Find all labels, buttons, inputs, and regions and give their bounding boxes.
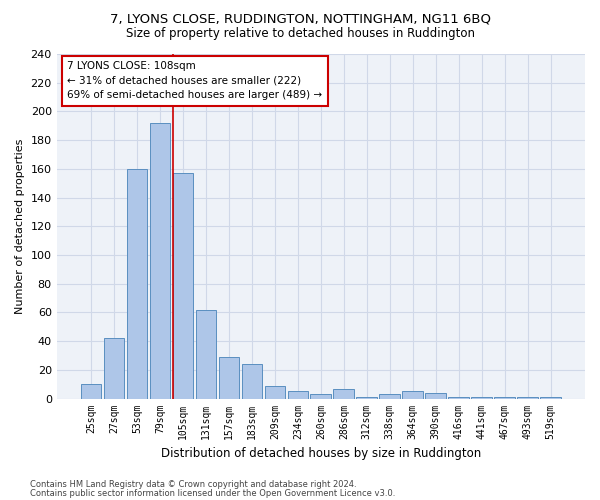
Y-axis label: Number of detached properties: Number of detached properties (15, 138, 25, 314)
Bar (173, 173, 193, 398)
Bar (356, 397, 377, 398)
Bar (287, 392, 308, 398)
Bar (403, 392, 423, 398)
Bar (425, 393, 446, 398)
Text: Contains public sector information licensed under the Open Government Licence v3: Contains public sector information licen… (30, 488, 395, 498)
Bar (265, 386, 285, 398)
Bar (196, 310, 216, 398)
Bar (80, 384, 101, 398)
Text: 7 LYONS CLOSE: 108sqm
← 31% of detached houses are smaller (222)
69% of semi-det: 7 LYONS CLOSE: 108sqm ← 31% of detached … (67, 61, 322, 100)
Text: Contains HM Land Registry data © Crown copyright and database right 2024.: Contains HM Land Registry data © Crown c… (30, 480, 356, 489)
Bar (127, 169, 148, 398)
Bar (472, 397, 492, 398)
Bar (541, 397, 561, 398)
Bar (517, 397, 538, 398)
Bar (104, 338, 124, 398)
Bar (494, 397, 515, 398)
Bar (334, 388, 354, 398)
Bar (448, 397, 469, 398)
Bar (149, 123, 170, 398)
X-axis label: Distribution of detached houses by size in Ruddington: Distribution of detached houses by size … (161, 447, 481, 460)
Bar (242, 364, 262, 398)
Text: Size of property relative to detached houses in Ruddington: Size of property relative to detached ho… (125, 28, 475, 40)
Text: 7, LYONS CLOSE, RUDDINGTON, NOTTINGHAM, NG11 6BQ: 7, LYONS CLOSE, RUDDINGTON, NOTTINGHAM, … (110, 12, 491, 26)
Bar (218, 357, 239, 399)
Bar (310, 394, 331, 398)
Bar (379, 394, 400, 398)
